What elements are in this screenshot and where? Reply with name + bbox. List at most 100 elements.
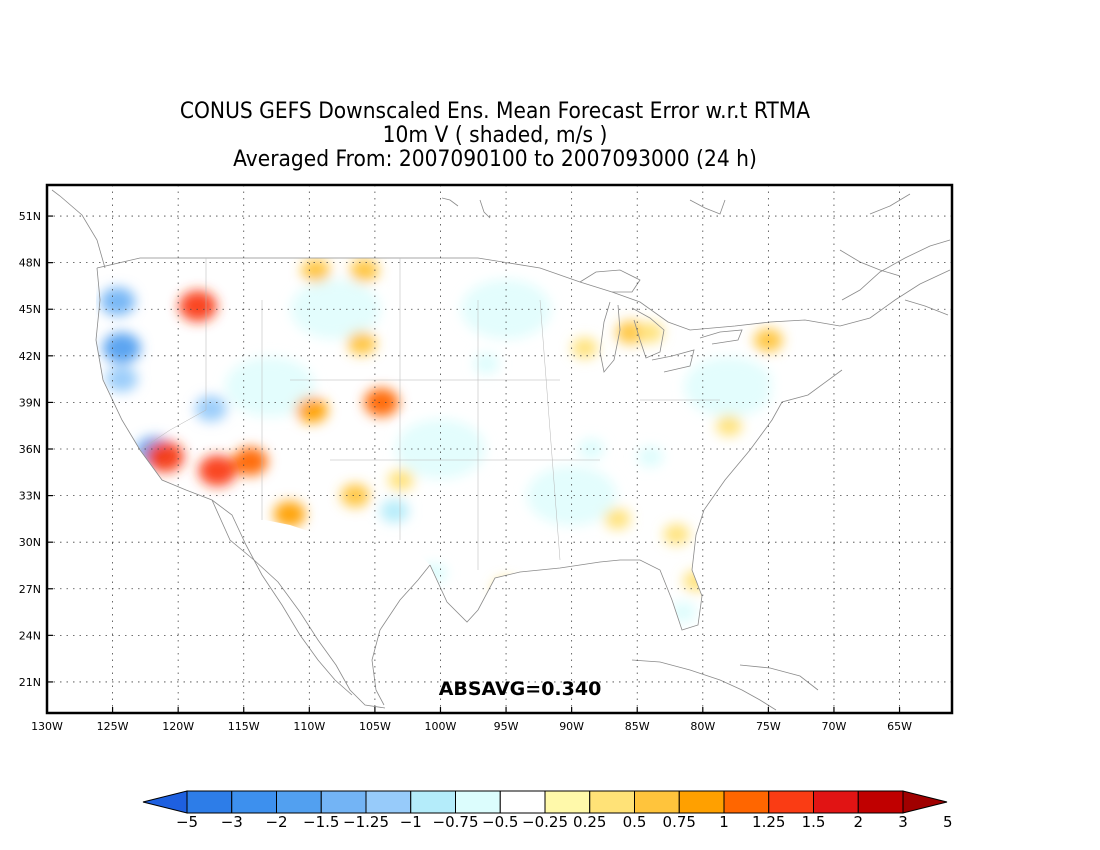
colorbar-label: −3 — [221, 813, 243, 831]
title-line-2: 10m V ( shaded, m/s ) — [382, 123, 608, 148]
field-cell — [637, 322, 664, 344]
colorbar-label: −1 — [400, 813, 422, 831]
colorbar-label: −0.5 — [482, 813, 518, 831]
state-borders — [139, 258, 720, 570]
lon-tick-label: 65W — [887, 720, 912, 733]
colorbar-box — [813, 790, 859, 814]
lon-tick-label: 80W — [690, 720, 715, 733]
field-cell — [604, 508, 631, 530]
field-cell — [663, 523, 690, 545]
colorbar-label: −0.25 — [522, 813, 568, 831]
lon-tick-label: 95W — [494, 720, 519, 733]
colorbar-box — [499, 790, 546, 814]
field-cell — [301, 258, 331, 283]
colorbar-box — [857, 790, 904, 814]
lon-tick-label: 125W — [97, 720, 129, 733]
colorbar-box — [768, 790, 814, 814]
field-cell — [616, 320, 646, 345]
lat-tick-label: 30N — [19, 536, 41, 549]
lon-tick-label: 85W — [625, 720, 650, 733]
colorbar-label: −1.25 — [343, 813, 389, 831]
lat-tick-label: 39N — [19, 396, 41, 409]
lat-tick-label: 45N — [19, 303, 41, 316]
lon-tick-label: 130W — [31, 720, 63, 733]
colorbar-box — [231, 790, 277, 814]
lat-tick-label: 24N — [19, 629, 41, 642]
shaded-field — [95, 258, 842, 630]
colorbar-label: 3 — [898, 813, 908, 831]
lat-tick-label: 42N — [19, 350, 41, 363]
lat-tick-label: 51N — [19, 210, 41, 223]
field-cell — [102, 332, 141, 364]
colorbar-box — [365, 790, 412, 814]
colorbar-box — [320, 790, 367, 814]
coastlines — [51, 189, 951, 711]
field-cell — [198, 455, 237, 487]
colorbar-box — [678, 790, 725, 814]
field-cell — [473, 353, 500, 375]
figure-title: CONUS GEFS Downscaled Ens. Mean Forecast… — [0, 100, 990, 172]
field-cell — [571, 337, 598, 359]
field-cell — [753, 328, 783, 353]
field-cell — [670, 601, 697, 623]
colorbar-label: 0.75 — [663, 813, 696, 831]
field-cell — [363, 388, 399, 417]
colorbar-label: −1.5 — [303, 813, 339, 831]
field-cell — [340, 483, 370, 508]
field-cell — [178, 290, 217, 322]
lat-tick-label: 36N — [19, 443, 41, 456]
colorbar-box — [723, 790, 770, 814]
field-cell — [273, 501, 306, 528]
colorbar-box — [455, 790, 501, 814]
lon-tick-label: 110W — [293, 720, 325, 733]
field-cell — [105, 366, 138, 393]
colorbar-label: −5 — [176, 813, 198, 831]
colorbar-box — [276, 790, 322, 814]
lon-tick-label: 115W — [228, 720, 260, 733]
colorbar-label: 2 — [853, 813, 863, 831]
lon-tick-label: 105W — [359, 720, 391, 733]
lat-tick-label: 33N — [19, 490, 41, 503]
lon-tick-label: 90W — [559, 720, 584, 733]
field-cell — [637, 446, 664, 468]
colorbar-box — [410, 790, 456, 814]
colorbar-label: −2 — [265, 813, 287, 831]
field-cell — [716, 415, 743, 437]
field-cell — [295, 397, 328, 424]
field-cell — [769, 377, 793, 397]
field-cell — [578, 438, 605, 460]
field-cell — [684, 447, 708, 467]
field-cell — [232, 447, 268, 476]
lon-tick-label: 100W — [425, 720, 457, 733]
axis-ticks: 130W 125W 120W 115W 110W 105W 100W 95W 90W 85W 80W… — [19, 210, 912, 733]
field-cell — [347, 331, 377, 356]
lon-tick-label: 70W — [822, 720, 847, 733]
field-cell — [194, 395, 227, 422]
colorbar-label: 0.5 — [623, 813, 647, 831]
lat-tick-label: 27N — [19, 583, 41, 596]
field-cell — [380, 499, 410, 523]
field-cell — [146, 441, 185, 473]
lon-tick-label: 75W — [756, 720, 781, 733]
lat-tick-label: 48N — [19, 257, 41, 270]
lat-tick-label: 21N — [19, 676, 41, 689]
title-line-3: Averaged From: 2007090100 to 2007093000 … — [233, 147, 757, 172]
field-cell — [100, 287, 136, 316]
colorbar: −5 −3 −2 −1.5 −1.25 −1 −0.75 −0.5 −0.25 0.25 0.5 0.… — [142, 790, 953, 831]
field-cell — [349, 258, 379, 283]
colorbar-label: −0.75 — [433, 813, 479, 831]
colorbar-label: 0.25 — [573, 813, 606, 831]
colorbar-box — [634, 790, 680, 814]
colorbar-arrow-low — [142, 790, 188, 814]
field-cell — [388, 469, 415, 491]
lon-tick-label: 120W — [162, 720, 194, 733]
colorbar-box — [186, 790, 233, 814]
lat-lon-grid — [47, 185, 952, 713]
colorbar-label: 1 — [719, 813, 729, 831]
colorbar-box — [544, 790, 591, 814]
colorbar-label: 5 — [943, 813, 953, 831]
colorbar-arrow-high — [902, 790, 948, 814]
colorbar-label: 1.25 — [752, 813, 785, 831]
title-line-1: CONUS GEFS Downscaled Ens. Mean Forecast… — [179, 99, 811, 124]
